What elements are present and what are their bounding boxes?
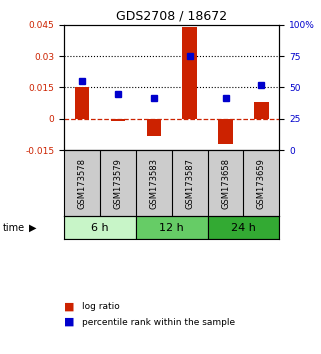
Bar	[64, 216, 136, 239]
Text: GSM173583: GSM173583	[149, 158, 158, 209]
Text: ■: ■	[64, 301, 75, 311]
Text: 24 h: 24 h	[231, 223, 256, 233]
Text: ■: ■	[64, 317, 75, 327]
Text: ▶: ▶	[29, 223, 36, 233]
Bar	[254, 102, 268, 119]
Text: GSM173658: GSM173658	[221, 158, 230, 209]
Bar	[75, 87, 89, 119]
Bar	[208, 216, 279, 239]
Bar	[111, 119, 125, 121]
Text: percentile rank within the sample: percentile rank within the sample	[82, 318, 235, 327]
Text: GSM173587: GSM173587	[185, 158, 194, 209]
Bar	[136, 216, 208, 239]
Text: log ratio: log ratio	[82, 302, 120, 311]
Text: 12 h: 12 h	[159, 223, 184, 233]
Text: GSM173659: GSM173659	[257, 158, 266, 209]
Bar	[218, 119, 233, 144]
Text: time: time	[3, 223, 25, 233]
Text: GSM173578: GSM173578	[78, 158, 87, 209]
Bar	[182, 27, 197, 119]
Bar	[147, 119, 161, 136]
Title: GDS2708 / 18672: GDS2708 / 18672	[116, 9, 227, 22]
Text: GSM173579: GSM173579	[113, 158, 123, 209]
Text: 6 h: 6 h	[91, 223, 109, 233]
